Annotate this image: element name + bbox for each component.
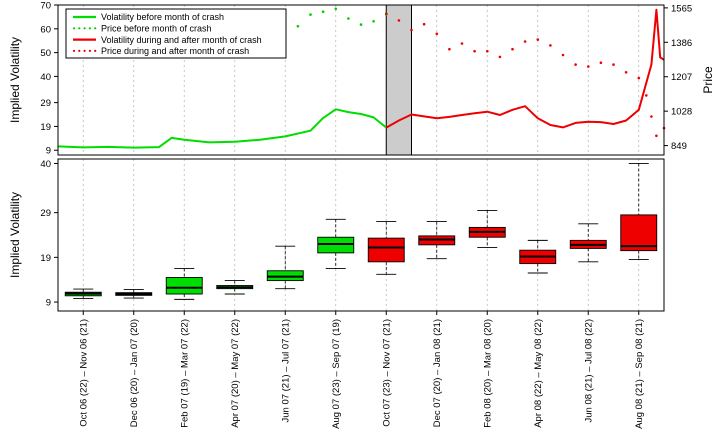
legend-label: Price before month of crash	[101, 24, 212, 34]
top-left-tick-label: 29	[40, 98, 51, 109]
bottom-y-tick-label: 9	[46, 298, 51, 309]
series-point-1	[372, 20, 375, 23]
x-tick-label: Apr 07 (20) – May 07 (22)	[230, 319, 241, 428]
bottom-panel: 9 19 29 40 Implied Volatility Oct 06 (22) – N…	[8, 158, 665, 429]
top-y2-axis-title: Price	[701, 66, 715, 94]
top-left-tick-label: 9	[46, 146, 51, 157]
series-point-3	[637, 76, 641, 80]
series-line-0	[57, 108, 387, 149]
series-point-3	[574, 63, 577, 66]
legend-key-dot	[83, 49, 86, 53]
top-left-tick-label: 50	[40, 48, 51, 59]
box-body	[367, 237, 405, 263]
series-point-1	[321, 10, 325, 13]
top-right-tick-label: 1028	[671, 107, 692, 118]
top-y-axis-title: Implied Volatility	[8, 37, 22, 123]
top-right-tick-label: 1386	[671, 38, 692, 49]
bottom-y-tick-label: 29	[40, 208, 51, 219]
series-point-3	[486, 49, 489, 53]
x-tick-label: Dec 07 (20) – Jan 08 (21)	[432, 319, 443, 427]
x-tick-label: Dec 06 (20) – Jan 07 (20)	[129, 319, 140, 427]
series-point-3	[448, 47, 451, 51]
series-point-3	[536, 38, 540, 41]
x-tick-label: Feb 07 (19) – Mar 07 (22)	[179, 319, 190, 428]
series-point-3	[549, 44, 552, 47]
series-point-1	[359, 23, 363, 26]
legend-key-dot	[88, 27, 91, 30]
crash-month-band	[385, 4, 412, 156]
top-left-tick-label: 40	[40, 72, 51, 83]
bottom-y-axis-title: Implied Volatility	[8, 192, 22, 278]
legend-key-dot	[78, 27, 81, 30]
box-body	[620, 214, 658, 252]
series-point-3	[624, 71, 628, 74]
top-right-tick-label: 1207	[671, 72, 692, 83]
x-tick-label: Apr 08 (22) – May 08 (22)	[533, 319, 544, 428]
series-point-3	[650, 115, 653, 118]
series-point-3	[435, 32, 439, 36]
top-left-tick-label: 19	[40, 122, 51, 133]
box-body	[165, 277, 203, 295]
series-point-3	[460, 42, 464, 45]
x-tick-label: Oct 07 (23) – Nov 07 (21)	[381, 319, 392, 427]
series-line-2	[385, 8, 665, 129]
series-point-3	[645, 94, 648, 97]
series-point-3	[655, 134, 658, 138]
legend-key-dot	[83, 27, 86, 30]
top-left-tick-label: 60	[40, 24, 51, 35]
series-point-3	[511, 47, 514, 51]
series-point-1	[334, 7, 338, 11]
legend-key-dot	[94, 27, 97, 30]
series-point-3	[473, 49, 476, 53]
top-right-tick-label: 849	[671, 141, 687, 152]
legend-key-dot	[72, 27, 76, 30]
top-plot-frame	[57, 4, 665, 156]
legend: Volatility before month of crash Price be…	[65, 8, 287, 59]
legend-key-dot	[78, 49, 81, 53]
x-tick-label: Feb 08 (20) – Mar 08 (20)	[482, 319, 493, 428]
top-right-tick-label: 1565	[671, 3, 692, 14]
x-tick-label: Oct 06 (22) – Nov 06 (21)	[78, 319, 89, 427]
series-point-1	[347, 17, 350, 20]
series-point-3	[599, 61, 603, 64]
series-point-3	[587, 65, 590, 68]
legend-box	[65, 8, 287, 59]
legend-label: Price during and after month of crash	[101, 46, 249, 56]
series-point-3	[561, 53, 565, 57]
bottom-plot-frame	[57, 158, 665, 312]
legend-label: Volatility before month of crash	[101, 12, 224, 22]
series-point-1	[296, 24, 300, 28]
series-point-1	[309, 13, 312, 16]
legend-key-dot	[88, 49, 91, 53]
x-tick-label: Jun 07 (21) – Jul 07 (21)	[280, 319, 291, 423]
top-left-tick-label: 70	[40, 1, 51, 12]
box-body	[317, 236, 355, 254]
series-point-3	[612, 63, 615, 66]
legend-label: Volatility during and after month of cra…	[101, 35, 262, 45]
series-point-3	[410, 28, 413, 32]
x-tick-label: Aug 07 (23) – Sep 07 (19)	[331, 319, 342, 429]
series-point-3	[523, 40, 527, 43]
series-point-3	[498, 55, 502, 59]
series-point-3	[397, 19, 401, 22]
legend-key-dot	[72, 49, 76, 53]
legend-key-dot	[94, 49, 97, 53]
x-tick-label: Jun 08 (21) – Jul 08 (22)	[583, 319, 594, 423]
bottom-y-tick-label: 19	[40, 253, 51, 264]
bottom-y-tick-label: 40	[40, 159, 51, 170]
x-tick-label: Aug 08 (21) – Sep 08 (21)	[634, 319, 645, 429]
series-point-3	[385, 12, 388, 15]
top-panel: 9 19 29 40 50 60 70 849 1028 1207 1386 1565 Implied …	[8, 1, 715, 157]
series-point-3	[422, 22, 426, 26]
